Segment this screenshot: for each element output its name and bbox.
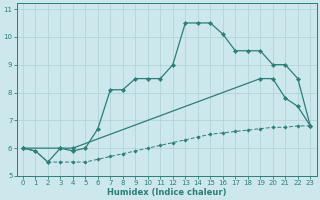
X-axis label: Humidex (Indice chaleur): Humidex (Indice chaleur) xyxy=(107,188,226,197)
